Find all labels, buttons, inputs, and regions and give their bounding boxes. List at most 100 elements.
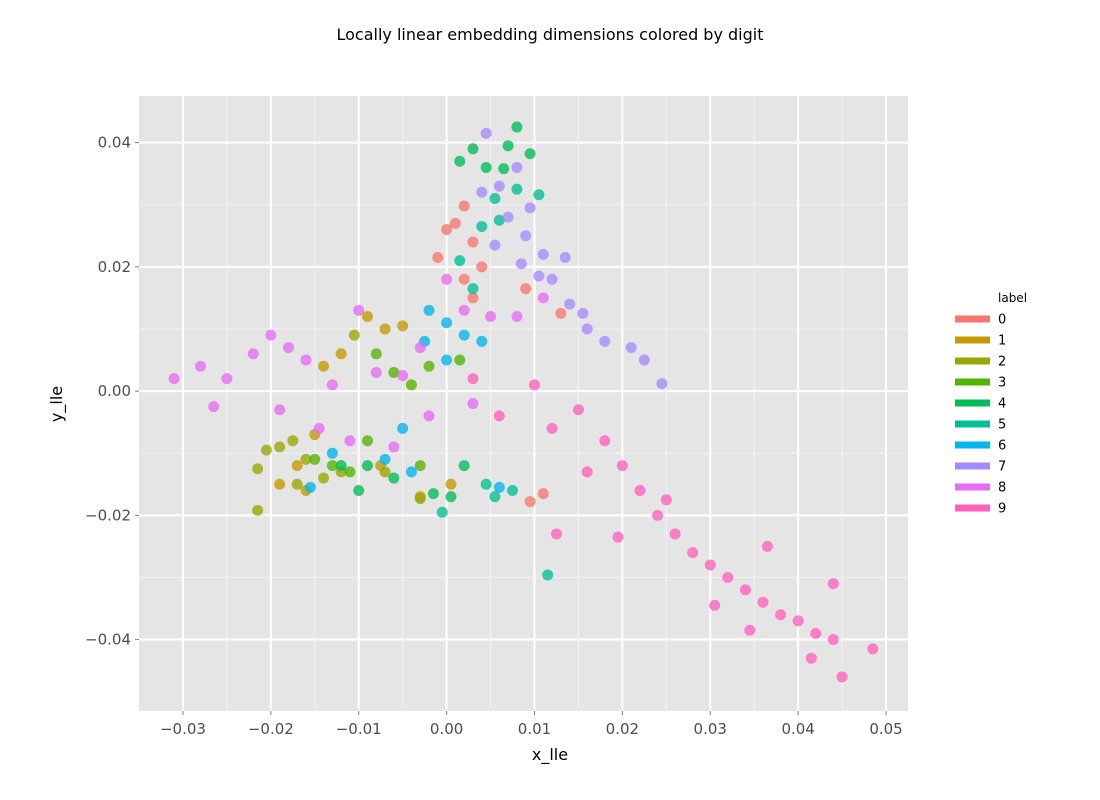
data-point-label-3 [326, 460, 338, 472]
data-point-label-6 [379, 453, 391, 465]
data-point-label-2 [414, 493, 426, 505]
data-point-label-9 [572, 404, 584, 416]
y-axis-ticks: 0.04 0.02 0.00 −0.02 −0.04 [85, 134, 139, 649]
legend-title: label [998, 291, 1027, 305]
data-point-label-9 [528, 379, 540, 391]
data-point-label-9 [652, 509, 664, 521]
data-point-label-9 [867, 643, 879, 655]
data-point-label-5 [533, 189, 545, 201]
legend-swatch-2 [955, 357, 990, 365]
data-point-label-3 [414, 460, 426, 472]
data-point-label-7 [524, 202, 536, 214]
legend-swatch-3 [955, 378, 990, 386]
data-point-label-7 [476, 186, 488, 198]
data-point-label-8 [388, 441, 400, 453]
data-point-label-7 [493, 180, 505, 192]
data-point-label-1 [397, 320, 409, 332]
x-tick-label: 0.05 [869, 720, 902, 738]
data-point-label-8 [458, 304, 470, 316]
data-point-label-6 [397, 422, 409, 434]
data-point-label-6 [326, 447, 338, 459]
plot-panel [139, 96, 908, 711]
data-point-label-5 [507, 484, 519, 496]
data-point-label-2 [348, 329, 360, 341]
data-point-label-2 [252, 504, 264, 516]
x-tick-label: −0.03 [160, 720, 206, 738]
legend-label-2: 2 [998, 355, 1006, 370]
data-point-label-0 [524, 496, 536, 508]
x-tick-label: −0.02 [248, 720, 294, 738]
legend-swatch-4 [955, 399, 990, 407]
data-point-label-8 [370, 366, 382, 378]
data-point-label-8 [313, 422, 325, 434]
legend: label 0 1 2 3 4 5 6 7 8 9 [955, 291, 1027, 517]
x-tick-label: 0.04 [781, 720, 814, 738]
data-point-label-5 [489, 491, 501, 503]
data-point-label-8 [485, 311, 497, 323]
data-point-label-5 [493, 214, 505, 226]
data-point-label-8 [282, 342, 294, 354]
legend-swatch-7 [955, 462, 990, 470]
data-point-label-6 [441, 317, 453, 329]
data-point-label-9 [836, 671, 848, 683]
data-point-label-3 [454, 354, 466, 366]
data-point-label-7 [502, 211, 514, 223]
x-axis-title: x_lle [532, 745, 568, 765]
legend-items: 0 1 2 3 4 5 6 7 8 9 [955, 313, 1006, 517]
data-point-label-9 [687, 547, 699, 559]
chart-title: Locally linear embedding dimensions colo… [336, 25, 763, 44]
data-point-label-7 [581, 323, 593, 335]
data-point-label-3 [405, 379, 417, 391]
y-axis-title: y_lle [47, 386, 67, 422]
x-tick-label: 0.03 [694, 720, 727, 738]
data-point-label-2 [274, 441, 286, 453]
data-point-label-9 [761, 540, 773, 552]
data-point-label-2 [379, 466, 391, 478]
legend-label-4: 4 [998, 397, 1006, 412]
legend-label-1: 1 [998, 334, 1006, 349]
data-point-label-0 [520, 283, 532, 295]
data-point-label-9 [467, 373, 479, 385]
data-point-label-2 [300, 453, 312, 465]
data-point-label-1 [445, 478, 457, 490]
data-point-label-9 [612, 531, 624, 543]
data-point-label-9 [669, 528, 681, 540]
legend-label-7: 7 [998, 460, 1006, 475]
y-tick-label: 0.04 [98, 134, 131, 152]
data-point-label-3 [362, 435, 373, 447]
data-point-label-0 [467, 292, 479, 304]
data-point-label-9 [757, 596, 769, 608]
data-point-label-4 [335, 460, 347, 472]
data-point-label-7 [599, 335, 611, 347]
data-point-label-1 [362, 311, 373, 323]
data-point-label-6 [304, 481, 316, 493]
data-point-label-2 [287, 435, 299, 447]
data-point-label-0 [458, 273, 470, 285]
data-point-label-0 [476, 261, 488, 273]
data-point-label-0 [555, 307, 567, 319]
y-tick-label: 0.00 [98, 382, 131, 400]
data-point-label-1 [291, 460, 303, 472]
data-point-label-5 [542, 569, 554, 581]
data-point-label-7 [520, 230, 532, 242]
data-point-label-7 [638, 354, 650, 366]
data-point-label-4 [388, 472, 400, 484]
data-point-label-4 [511, 121, 523, 133]
data-point-label-0 [441, 224, 453, 236]
data-point-label-9 [805, 652, 817, 664]
data-point-label-5 [511, 183, 523, 195]
data-point-label-3 [370, 348, 382, 360]
data-point-label-9 [550, 528, 562, 540]
data-point-label-7 [564, 298, 576, 310]
data-point-label-1 [318, 360, 330, 372]
data-point-label-6 [423, 304, 435, 316]
data-point-label-9 [810, 627, 822, 639]
data-point-label-5 [476, 220, 488, 232]
data-point-label-7 [577, 307, 589, 319]
data-point-label-8 [441, 273, 453, 285]
data-point-label-9 [581, 466, 593, 478]
data-point-label-8 [300, 354, 312, 366]
data-point-label-5 [467, 283, 479, 295]
data-point-label-0 [432, 252, 444, 264]
